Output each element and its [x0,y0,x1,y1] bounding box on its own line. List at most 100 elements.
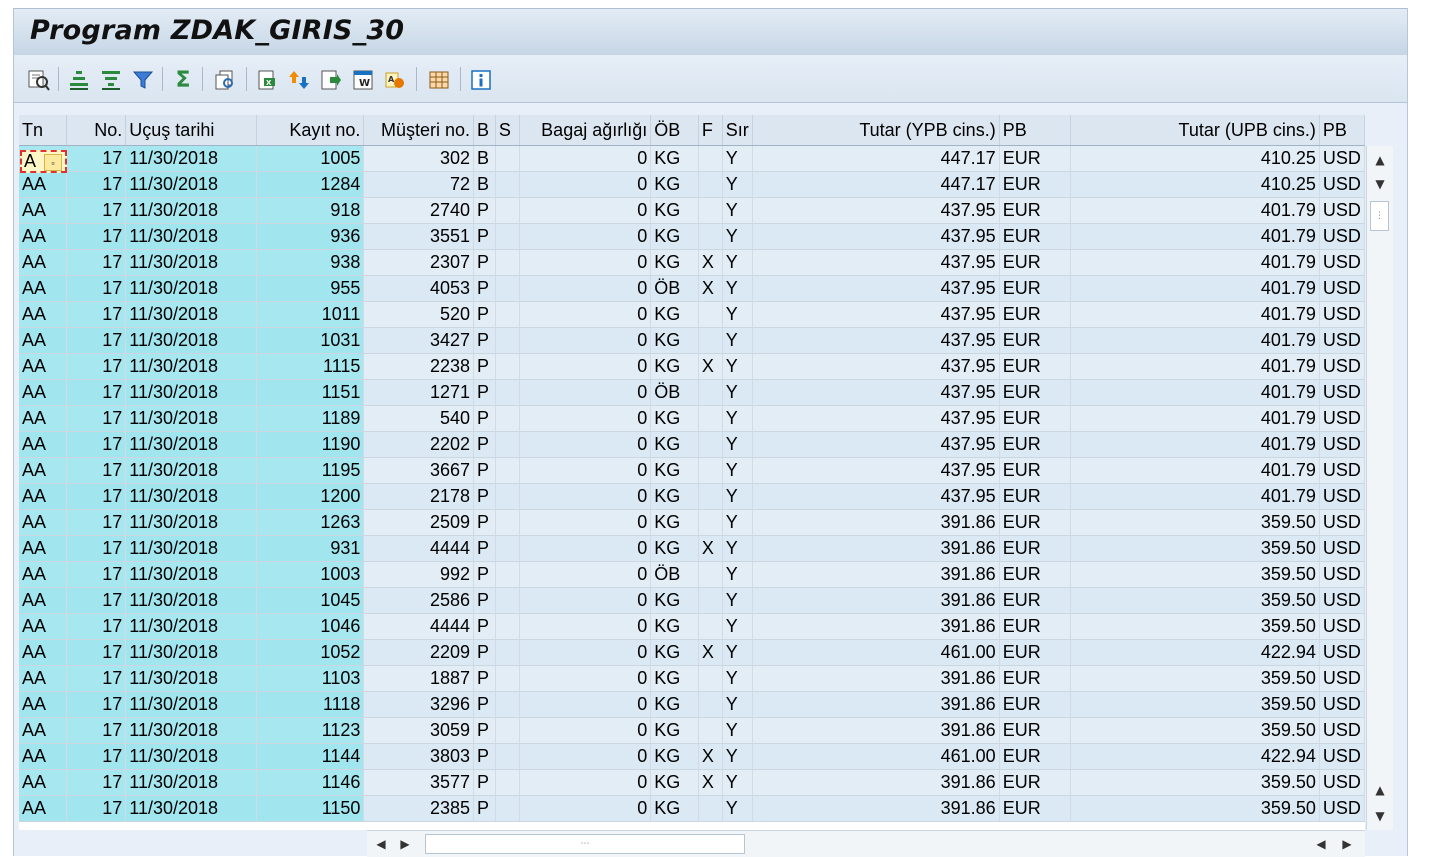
cell-amount-foreign[interactable]: 359.50 [1070,769,1320,796]
subtotal-icon[interactable] [212,67,238,93]
cell-record-no[interactable]: 1144 [256,743,365,770]
cell-tn[interactable]: AA [19,795,67,822]
cell-tn[interactable]: AA [19,275,67,302]
cell-amount-foreign[interactable]: 359.50 [1070,509,1320,536]
cell-tn[interactable]: AA [19,327,67,354]
filter-icon[interactable] [130,67,156,93]
cell-f[interactable] [698,171,723,198]
cell-unit[interactable]: KG [650,431,699,458]
cell-b[interactable]: P [473,535,496,562]
table-row[interactable]: AA 17 11/30/2018 1189 540 P 0 KG Y 437.95 EUR 401.7… [19,405,1365,432]
cell-no[interactable]: 17 [66,561,127,588]
cell-currency-local[interactable]: EUR [999,327,1071,354]
cell-tn[interactable]: AA [19,301,67,328]
cell-flight-date[interactable]: 11/30/2018 [125,509,258,536]
cell-amount-local[interactable]: 437.95 [752,405,1000,432]
cell-flight-date[interactable]: 11/30/2018 [125,353,258,380]
cell-s[interactable] [495,691,520,718]
table-row[interactable]: AA 17 11/30/2018 1003 992 P 0 ÖB Y 391.86 EUR 359.5… [19,561,1365,588]
cell-class[interactable]: Y [722,483,753,510]
cell-flight-date[interactable]: 11/30/2018 [125,587,258,614]
cell-s[interactable] [495,561,520,588]
cell-tn[interactable]: AA [19,171,67,198]
cell-no[interactable]: 17 [66,613,127,640]
cell-no[interactable]: 17 [66,327,127,354]
info-icon[interactable] [468,67,494,93]
cell-b[interactable]: B [473,171,496,198]
cell-amount-local[interactable]: 391.86 [752,665,1000,692]
table-row[interactable]: AA 17 11/30/2018 955 4053 P 0 ÖB X Y 437.95 EUR 401.… [19,275,1365,302]
print-preview-icon[interactable]: X [254,67,280,93]
export-excel-icon[interactable] [286,67,312,93]
table-row[interactable]: AA 17 11/30/2018 938 2307 P 0 KG X Y 437.95 EUR 401.… [19,249,1365,276]
table-row[interactable]: AA 17 11/30/2018 1200 2178 P 0 KG Y 437.95 EUR 401.… [19,483,1365,510]
cell-amount-local[interactable]: 461.00 [752,639,1000,666]
cell-amount-foreign[interactable]: 359.50 [1070,587,1320,614]
cell-currency-foreign[interactable]: USD [1319,197,1365,224]
cell-currency-foreign[interactable]: USD [1319,691,1365,718]
cell-customer-no[interactable]: 4053 [363,275,475,302]
col-header-unit[interactable]: ÖB [650,115,699,146]
cell-f[interactable] [698,795,723,822]
cell-f[interactable]: X [698,249,723,276]
cell-amount-foreign[interactable]: 401.79 [1070,379,1320,406]
cell-amount-foreign[interactable]: 359.50 [1070,665,1320,692]
cell-luggage-weight[interactable]: 0 [519,171,652,198]
cell-s[interactable] [495,145,520,172]
cell-customer-no[interactable]: 2307 [363,249,475,276]
cell-unit[interactable]: KG [650,223,699,250]
cell-flight-date[interactable]: 11/30/2018 [125,171,258,198]
table-row[interactable]: AA 17 11/30/2018 1031 3427 P 0 KG Y 437.95 EUR 401.… [19,327,1365,354]
cell-record-no[interactable]: 918 [256,197,365,224]
cell-record-no[interactable]: 1031 [256,327,365,354]
cell-b[interactable]: P [473,639,496,666]
cell-b[interactable]: P [473,795,496,822]
cell-unit[interactable]: KG [650,353,699,380]
cell-s[interactable] [495,379,520,406]
cell-unit[interactable]: ÖB [650,275,699,302]
cell-unit[interactable]: KG [650,587,699,614]
cell-class[interactable]: Y [722,405,753,432]
cell-amount-foreign[interactable]: 401.79 [1070,275,1320,302]
cell-record-no[interactable]: 1151 [256,379,365,406]
cell-unit[interactable]: KG [650,145,699,172]
cell-currency-foreign[interactable]: USD [1319,431,1365,458]
cell-no[interactable]: 17 [66,457,127,484]
cell-f[interactable] [698,301,723,328]
cell-flight-date[interactable]: 11/30/2018 [125,249,258,276]
col-header-tn[interactable]: Tn [19,115,67,146]
cell-no[interactable]: 17 [66,353,127,380]
cell-unit[interactable]: ÖB [650,561,699,588]
cell-flight-date[interactable]: 11/30/2018 [125,431,258,458]
cell-record-no[interactable]: 1123 [256,717,365,744]
cell-amount-local[interactable]: 437.95 [752,223,1000,250]
cell-luggage-weight[interactable]: 0 [519,587,652,614]
cell-class[interactable]: Y [722,275,753,302]
col-header-flight-date[interactable]: Uçuş tarihi [125,115,258,146]
cell-s[interactable] [495,717,520,744]
cell-flight-date[interactable]: 11/30/2018 [125,379,258,406]
cell-currency-local[interactable]: EUR [999,795,1071,822]
scroll-left-icon[interactable]: ◀ [376,837,386,851]
cell-unit[interactable]: KG [650,249,699,276]
cell-f[interactable] [698,691,723,718]
cell-luggage-weight[interactable]: 0 [519,769,652,796]
table-row[interactable]: AA 17 11/30/2018 1284 72 B 0 KG Y 447.17 EUR 410.25… [19,171,1365,198]
cell-amount-foreign[interactable]: 410.25 [1070,171,1320,198]
cell-customer-no[interactable]: 1887 [363,665,475,692]
cell-amount-local[interactable]: 461.00 [752,743,1000,770]
cell-s[interactable] [495,353,520,380]
cell-record-no[interactable]: 938 [256,249,365,276]
cell-customer-no[interactable]: 3577 [363,769,475,796]
cell-luggage-weight[interactable]: 0 [519,795,652,822]
cell-currency-foreign[interactable]: USD [1319,405,1365,432]
cell-currency-local[interactable]: EUR [999,431,1071,458]
col-header-amount-foreign[interactable]: Tutar (UPB cins.) [1070,115,1320,146]
cell-currency-local[interactable]: EUR [999,275,1071,302]
cell-currency-foreign[interactable]: USD [1319,613,1365,640]
cell-currency-local[interactable]: EUR [999,509,1071,536]
table-row[interactable]: AA 17 11/30/2018 1195 3667 P 0 KG Y 437.95 EUR 401.… [19,457,1365,484]
cell-f[interactable] [698,405,723,432]
cell-amount-foreign[interactable]: 422.94 [1070,639,1320,666]
cell-f[interactable] [698,613,723,640]
